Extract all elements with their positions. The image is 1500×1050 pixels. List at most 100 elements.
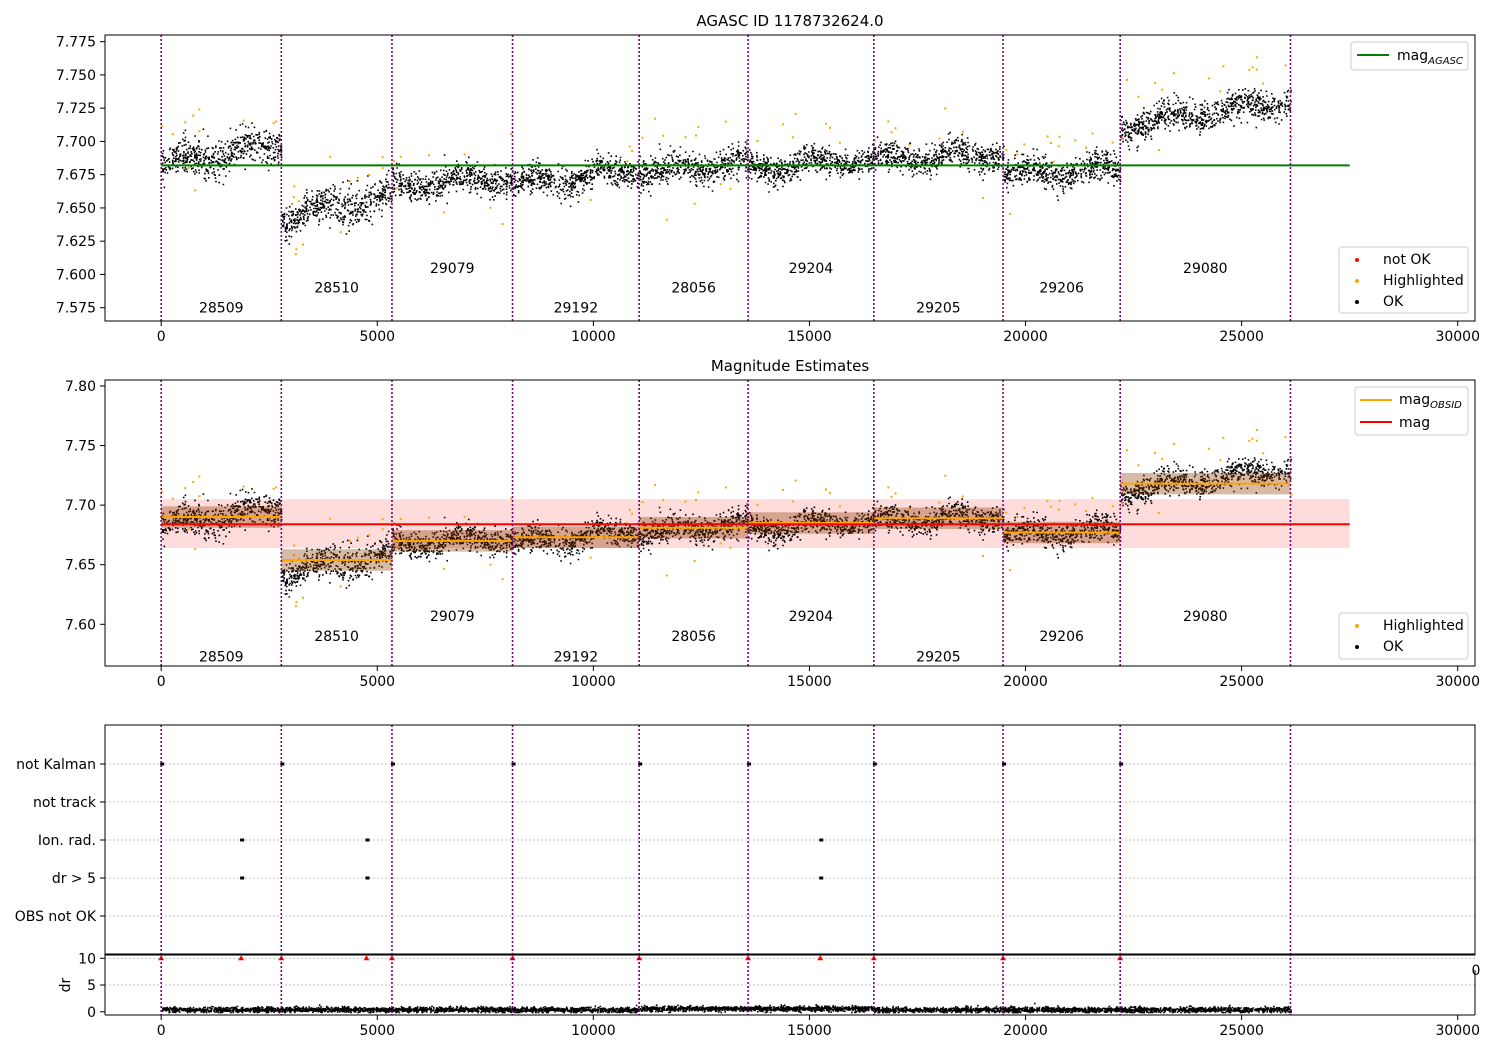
x-tick-label: 10000 bbox=[571, 674, 616, 690]
magnitude-estimates-panel: Magnitude Estimates 28509 28510 29079 29192… bbox=[65, 357, 1480, 690]
panel3-y-axis: not Kalman not track Ion. rad. dr > 5 OBS no… bbox=[15, 757, 105, 925]
flag-point bbox=[747, 762, 752, 766]
x-tick-label: 0 bbox=[157, 674, 166, 690]
obsid-label: 28509 bbox=[199, 649, 244, 665]
y-tick-label: 0 bbox=[87, 1005, 96, 1021]
obsid-label: 29205 bbox=[916, 301, 961, 317]
x-tick-label: 10000 bbox=[571, 329, 616, 345]
panel2-x-axis: 0 5000 10000 15000 20000 25000 30000 bbox=[157, 666, 1480, 690]
x-tick-label: 5000 bbox=[359, 1023, 395, 1039]
flag-label: dr > 5 bbox=[52, 871, 96, 887]
y-tick-label: 7.675 bbox=[56, 168, 96, 184]
dr-capped-marker bbox=[1117, 955, 1124, 961]
obsid-label: 29204 bbox=[789, 609, 834, 625]
y-tick-label: 7.75 bbox=[65, 439, 96, 455]
x-tick-label: 20000 bbox=[1003, 329, 1048, 345]
y-tick-label: 7.625 bbox=[56, 234, 96, 250]
dr-capped-marker bbox=[278, 955, 285, 961]
obsid-label: 29206 bbox=[1039, 281, 1084, 297]
x-tick-label: 25000 bbox=[1219, 329, 1264, 345]
dr-capped-marker bbox=[509, 955, 516, 961]
panel4-y-axis: 0 5 10 bbox=[78, 951, 105, 1021]
legend-mag-obsid: magOBSID bbox=[1399, 392, 1462, 411]
obsid-label: 28056 bbox=[671, 281, 716, 297]
y-tick-label: 7.700 bbox=[56, 134, 96, 150]
y-tick-label: 7.650 bbox=[56, 201, 96, 217]
flag-point bbox=[365, 838, 370, 842]
flags-panel: not Kalman not track Ion. rad. dr > 5 OBS no… bbox=[15, 724, 1476, 956]
y-tick-label: 7.725 bbox=[56, 101, 96, 117]
y-tick-label: 7.60 bbox=[65, 617, 96, 633]
y-tick-label: 7.600 bbox=[56, 267, 96, 283]
x-tick-label: 30000 bbox=[1435, 1023, 1480, 1039]
panel4-plot-area bbox=[105, 954, 1475, 1015]
legend-mag-agasc: magAGASC bbox=[1397, 48, 1463, 67]
obsid-label: 29205 bbox=[916, 649, 961, 665]
obsid-label: 28509 bbox=[199, 301, 244, 317]
ok-points bbox=[161, 88, 1292, 245]
dr-capped-marker bbox=[388, 955, 395, 961]
panel2-title: Magnitude Estimates bbox=[711, 357, 869, 375]
obsid-label: 28510 bbox=[314, 281, 359, 297]
y-tick-label: 7.575 bbox=[56, 301, 96, 317]
obsid-label: 29080 bbox=[1183, 261, 1228, 277]
legend-mag: mag bbox=[1399, 415, 1430, 431]
x-tick-label: 30000 bbox=[1435, 329, 1480, 345]
legend-highlighted-2: Highlighted bbox=[1383, 618, 1464, 634]
dr-capped-marker bbox=[636, 955, 643, 961]
obsid-label: 28056 bbox=[671, 629, 716, 645]
panel1-frame bbox=[104, 34, 1476, 322]
panel2-legend-upper: magOBSID mag bbox=[1354, 386, 1469, 436]
flag-point bbox=[819, 838, 824, 842]
flag-label: OBS not OK bbox=[15, 909, 97, 925]
highlighted-points bbox=[161, 56, 1293, 256]
legend-highlighted: Highlighted bbox=[1383, 273, 1464, 289]
dr-capped-marker bbox=[817, 955, 824, 961]
flag-label: not track bbox=[33, 795, 97, 811]
dr-capped-marker bbox=[238, 955, 245, 961]
x-tick-label: 25000 bbox=[1219, 1023, 1264, 1039]
y-tick-label: 10 bbox=[78, 951, 96, 967]
y-tick-label: 7.80 bbox=[65, 379, 96, 395]
panel4-x-axis: 0 5000 10000 15000 20000 25000 30000 bbox=[157, 1015, 1480, 1039]
x-tick-label: 25000 bbox=[1219, 674, 1264, 690]
legend-ok-2: OK bbox=[1383, 639, 1404, 655]
flag-label: not Kalman bbox=[16, 757, 96, 773]
panel2-legend-lower: Highlighted OK bbox=[1338, 612, 1469, 660]
obsid-label: 29080 bbox=[1183, 609, 1228, 625]
flag-point bbox=[872, 762, 877, 766]
obsid-label: 29079 bbox=[430, 261, 475, 277]
flag-label: Ion. rad. bbox=[38, 833, 96, 849]
obsid-label: 29079 bbox=[430, 609, 475, 625]
y-tick-label: 7.70 bbox=[65, 498, 96, 514]
dr-capped-marker bbox=[745, 955, 752, 961]
panel1-legend-lower: not OK Highlighted OK bbox=[1338, 246, 1469, 314]
x-tick-label: 5000 bbox=[359, 329, 395, 345]
panel1-legend-upper: magAGASC bbox=[1350, 41, 1469, 71]
x-tick-label: 15000 bbox=[787, 674, 832, 690]
x-tick-label: 20000 bbox=[1003, 674, 1048, 690]
panel1-y-axis: 7.575 7.600 7.625 7.650 7.675 7.700 7.725 7.750… bbox=[56, 35, 105, 317]
legend-not-ok: not OK bbox=[1383, 252, 1431, 268]
flag-point bbox=[365, 876, 370, 880]
dr-panel: 0 0 5000 10000 15000 20000 25000 30000 0 5 10 dr bbox=[58, 951, 1480, 1039]
dr-points bbox=[161, 1002, 1292, 1014]
panel4-ylabel: dr bbox=[58, 977, 74, 992]
dr-capped-marker bbox=[363, 955, 370, 961]
dr-capped-marker bbox=[158, 955, 165, 961]
flag-point bbox=[280, 762, 285, 766]
dr-capped-marker bbox=[870, 955, 877, 961]
dr-capped-marker bbox=[1000, 955, 1007, 961]
panel3-plot-area bbox=[105, 725, 1475, 955]
obsid-label: 29204 bbox=[789, 261, 834, 277]
obsid-label: 29206 bbox=[1039, 629, 1084, 645]
x-tick-label: 20000 bbox=[1003, 1023, 1048, 1039]
flag-point bbox=[390, 762, 395, 766]
x-tick-label: 15000 bbox=[787, 329, 832, 345]
panel1-plot-area: 28509 28510 29079 29192 28056 29204 29205 29206… bbox=[160, 35, 1350, 321]
x-tick-label: 10000 bbox=[571, 1023, 616, 1039]
flag-point bbox=[1119, 762, 1124, 766]
flag-point bbox=[1002, 762, 1007, 766]
flag-point bbox=[240, 838, 245, 842]
